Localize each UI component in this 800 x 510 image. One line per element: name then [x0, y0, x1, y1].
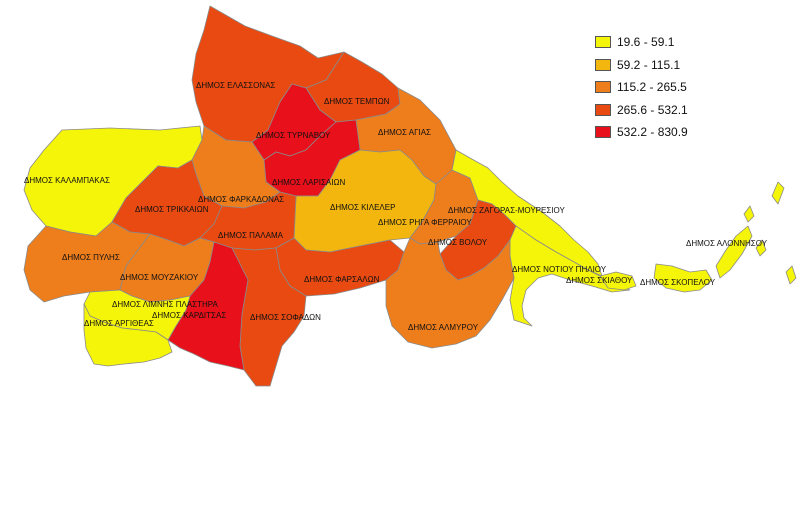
label-notio: ΔΗΜΟΣ ΝΟΤΙΟΥ ΠΗΛΙΟΥ: [512, 265, 607, 274]
legend-swatch: [595, 58, 611, 71]
label-tyrnavos: ΔΗΜΟΣ ΤΥΡΝΑΒΟΥ: [256, 131, 331, 140]
label-palama: ΔΗΜΟΣ ΠΑΛΑΜΑ: [218, 231, 284, 240]
label-kileler: ΔΗΜΟΣ ΚΙΛΕΛΕΡ: [330, 203, 395, 212]
legend-label: 265.6 - 532.1: [617, 102, 688, 117]
label-skiathos: ΔΗΜΟΣ ΣΚΙΑΘΟΥ: [566, 276, 633, 285]
legend-item: 532.2 - 830.9: [595, 121, 688, 144]
region-alonnisos-islet-3[interactable]: [785, 265, 797, 285]
legend-swatch: [595, 36, 611, 49]
legend-swatch: [595, 81, 611, 94]
label-skopelos: ΔΗΜΟΣ ΣΚΟΠΕΛΟΥ: [640, 278, 716, 287]
label-mouzaki: ΔΗΜΟΣ ΜΟΥΖΑΚΙΟΥ: [120, 273, 199, 282]
legend-item: 59.2 - 115.1: [595, 54, 688, 77]
region-skopelos[interactable]: [653, 263, 713, 293]
label-zagora: ΔΗΜΟΣ ΖΑΓΟΡΑΣ-ΜΟΥΡΕΣΙΟΥ: [448, 206, 565, 215]
region-argithea[interactable]: [83, 303, 173, 367]
label-pyli: ΔΗΜΟΣ ΠΥΛΗΣ: [62, 253, 120, 262]
legend-swatch: [595, 103, 611, 116]
legend-label: 19.6 - 59.1: [617, 35, 675, 50]
legend-item: 19.6 - 59.1: [595, 31, 688, 54]
label-rigas: ΔΗΜΟΣ ΡΗΓΑ ΦΕΡΡΑΙΟΥ: [378, 218, 472, 227]
label-trikkaion: ΔΗΜΟΣ ΤΡΙΚΚΑΙΩΝ: [135, 205, 209, 214]
legend-label: 115.2 - 265.5: [617, 80, 687, 95]
legend-label: 532.2 - 830.9: [617, 125, 688, 140]
region-alonnisos[interactable]: [715, 225, 753, 279]
label-larisa: ΔΗΜΟΣ ΛΑΡΙΣΑΙΩΝ: [272, 178, 345, 187]
label-volos: ΔΗΜΟΣ ΒΟΛΟΥ: [428, 238, 488, 247]
label-farsala: ΔΗΜΟΣ ΦΑΡΣΑΛΩΝ: [304, 275, 380, 284]
label-argithea: ΔΗΜΟΣ ΑΡΓΙΘΕΑΣ: [84, 319, 154, 328]
legend-swatch: [595, 126, 611, 139]
label-tempi: ΔΗΜΟΣ ΤΕΜΠΩΝ: [324, 97, 390, 106]
label-agia: ΔΗΜΟΣ ΑΓΙΑΣ: [378, 128, 431, 137]
region-skiathos[interactable]: [599, 271, 637, 291]
label-plastira: ΔΗΜΟΣ ΛΙΜΝΗΣ ΠΛΑΣΤΗΡΑ: [112, 300, 218, 309]
label-alonnisos: ΔΗΜΟΣ ΑΛΟΝΝΗΣΟΥ: [686, 239, 768, 248]
region-notio[interactable]: [509, 225, 631, 327]
label-almyros: ΔΗΜΟΣ ΑΛΜΥΡΟΥ: [408, 323, 479, 332]
map-legend: 19.6 - 59.1 59.2 - 115.1 115.2 - 265.5 2…: [595, 31, 688, 144]
label-farkadona: ΔΗΜΟΣ ΦΑΡΚΑΔΟΝΑΣ: [198, 195, 284, 204]
region-alonnisos-islet-2[interactable]: [771, 181, 785, 205]
legend-label: 59.2 - 115.1: [617, 57, 681, 72]
region-almyros[interactable]: [385, 237, 515, 349]
label-kalampaka: ΔΗΜΟΣ ΚΑΛΑΜΠΑΚΑΣ: [24, 176, 110, 185]
region-alonnisos-islet-1[interactable]: [755, 239, 767, 257]
label-sofades: ΔΗΜΟΣ ΣΟΦΑΔΩΝ: [250, 313, 321, 322]
label-karditsa: ΔΗΜΟΣ ΚΑΡΔΙΤΣΑΣ: [152, 311, 226, 320]
label-elassona: ΔΗΜΟΣ ΕΛΑΣΣΟΝΑΣ: [196, 81, 275, 90]
region-karditsa[interactable]: [167, 241, 249, 371]
region-alonnisos-islet-4[interactable]: [743, 205, 755, 223]
legend-item: 115.2 - 265.5: [595, 76, 688, 99]
legend-item: 265.6 - 532.1: [595, 99, 688, 122]
